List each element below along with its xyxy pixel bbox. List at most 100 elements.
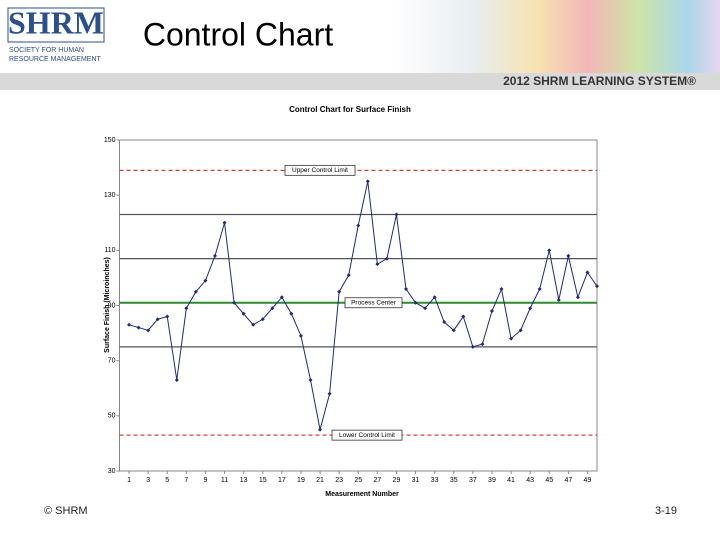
data-point: [480, 342, 485, 347]
logo: SHRM: [8, 4, 104, 40]
data-point: [203, 278, 208, 283]
data-point: [595, 284, 599, 289]
data-point: [528, 306, 533, 311]
data-point: [241, 311, 246, 316]
data-point: [251, 322, 256, 327]
data-point: [213, 253, 217, 258]
x-tick-label: 23: [335, 477, 343, 484]
x-tick-label: 35: [450, 477, 458, 484]
annotation-box: [344, 297, 403, 309]
data-point: [222, 220, 227, 225]
data-point: [451, 328, 456, 333]
x-tick-label: 27: [373, 477, 381, 484]
data-point: [136, 325, 141, 330]
data-point: [404, 286, 408, 291]
data-point: [518, 328, 523, 333]
data-point: [298, 333, 303, 338]
data-point: [432, 295, 437, 300]
x-tick-label: 7: [184, 477, 188, 484]
x-tick-label: 3: [146, 477, 150, 484]
x-tick-label: 15: [259, 477, 267, 484]
x-tick-label: 21: [316, 477, 324, 484]
annotation: Process Center: [351, 299, 397, 306]
data-point: [394, 212, 399, 217]
banner-text: 2012 SHRM LEARNING SYSTEM®: [503, 74, 696, 88]
data-point: [575, 295, 580, 300]
data-point: [489, 309, 494, 314]
annotation-box: [284, 164, 356, 176]
y-axis-label: Surface Finish (Microinches): [104, 257, 111, 353]
y-tick-label: 130: [104, 192, 116, 199]
data-point: [270, 306, 275, 311]
x-tick-label: 19: [297, 477, 305, 484]
data-point: [384, 256, 389, 261]
data-point: [537, 286, 542, 291]
x-tick-label: 29: [393, 477, 401, 484]
data-point: [585, 270, 590, 275]
x-axis-label: Measurement Number: [325, 491, 399, 498]
x-tick-label: 45: [545, 477, 553, 484]
data-point: [566, 253, 571, 258]
data-point: [509, 336, 514, 341]
data-point: [165, 314, 170, 319]
y-tick-label: 90: [108, 302, 116, 309]
x-tick-label: 9: [203, 477, 207, 484]
x-tick-label: 25: [354, 477, 362, 484]
y-tick-label: 50: [108, 413, 116, 420]
data-point: [365, 179, 370, 184]
copyright: © SHRM: [44, 505, 88, 517]
x-tick-label: 11: [221, 477, 228, 484]
page-number: 3-19: [655, 505, 677, 517]
y-tick-label: 30: [108, 468, 116, 475]
slide-title: Control Chart: [143, 16, 333, 52]
data-point: [375, 262, 380, 267]
x-tick-label: 39: [488, 477, 496, 484]
x-tick-label: 49: [584, 477, 592, 484]
x-tick-label: 41: [507, 477, 515, 484]
data-point: [308, 377, 313, 382]
data-point: [232, 300, 237, 305]
data-point: [174, 377, 179, 382]
data-point: [260, 317, 265, 322]
x-tick-label: 5: [165, 477, 169, 484]
data-point: [356, 223, 361, 228]
data-point: [413, 300, 418, 305]
data-point: [318, 427, 323, 432]
data-point: [442, 320, 447, 325]
annotation: Lower Control Limit: [339, 432, 395, 439]
data-point: [499, 286, 504, 291]
x-tick-label: 47: [564, 477, 572, 484]
x-tick-label: 33: [431, 477, 439, 484]
data-point: [289, 311, 294, 316]
data-point: [423, 306, 428, 311]
data-point: [547, 248, 552, 253]
banner-bar: [0, 73, 720, 90]
logo-box: [7, 7, 105, 43]
x-tick-label: 17: [278, 477, 286, 484]
y-tick-label: 70: [108, 358, 116, 365]
logo-line: SOCIETY FOR HUMAN: [9, 47, 84, 54]
data-point: [155, 317, 160, 322]
x-tick-label: 37: [469, 477, 477, 484]
y-tick-label: 150: [104, 137, 116, 144]
x-tick-label: 43: [526, 477, 534, 484]
data-point: [184, 306, 189, 311]
data-point: [279, 295, 284, 300]
data-point: [327, 391, 332, 396]
annotation-box: [331, 429, 403, 441]
data-point: [346, 273, 351, 278]
data-point: [556, 297, 561, 302]
x-tick-label: 31: [412, 477, 420, 484]
y-tick-label: 110: [104, 247, 115, 254]
data-point: [146, 328, 151, 333]
chart-title: Control Chart for Surface Finish: [289, 105, 411, 114]
annotation: Upper Control Limit: [292, 167, 348, 174]
header-decoration: [390, 0, 720, 73]
data-point: [193, 289, 198, 294]
data-line: [128, 181, 598, 430]
data-point: [337, 289, 342, 294]
data-point: [461, 314, 466, 319]
x-tick-label: 13: [240, 477, 248, 484]
